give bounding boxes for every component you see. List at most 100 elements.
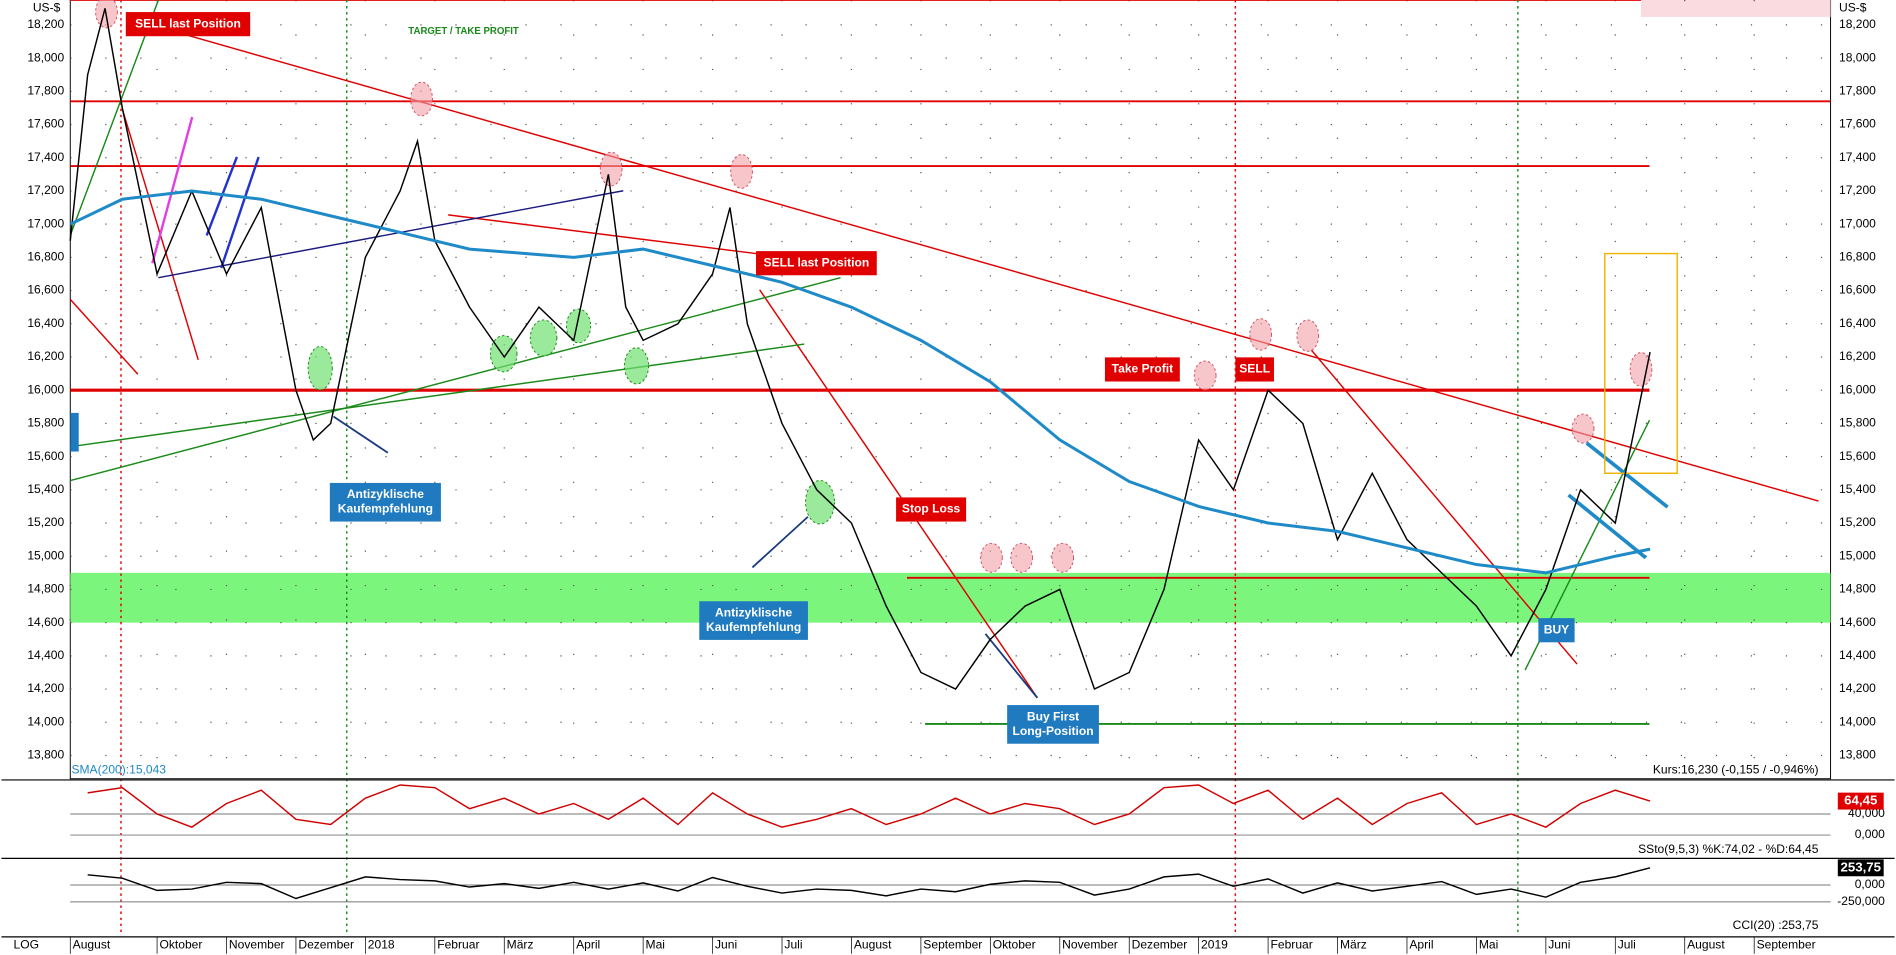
x-tick-label: März: [1340, 938, 1367, 952]
high-marker: [1010, 542, 1033, 573]
trend-line: [448, 214, 757, 255]
y-tick-label: 18,000: [27, 50, 64, 64]
y-tick-label: 15,600: [1839, 449, 1876, 463]
x-tick-label: November: [1062, 938, 1118, 952]
annotation: Buy First: [1027, 709, 1079, 723]
x-tick-label: April: [576, 938, 600, 952]
trend-line: [70, 276, 841, 482]
high-marker: [599, 151, 623, 187]
annotation-box: [1007, 705, 1099, 744]
high-marker: [980, 542, 1003, 573]
y-tick-label: 15,200: [1839, 515, 1876, 529]
panel: 0,000 40,000: [70, 806, 1885, 841]
high-marker: [730, 154, 753, 189]
y-tick-label: 17,400: [1839, 150, 1876, 164]
y-tick-label: 14,000: [1839, 714, 1876, 728]
y-tick-label: 16,400: [1839, 316, 1876, 330]
x-tick-label: August: [854, 938, 892, 952]
y-tick-label: 16,000: [1839, 382, 1876, 396]
y-tick-label: 17,200: [27, 183, 64, 197]
y-tick-label: 16,600: [27, 283, 64, 297]
trend-line: [69, 0, 160, 236]
x-tick-label: 2019: [1201, 938, 1228, 952]
value-badge-text: 253,75: [1840, 859, 1881, 874]
panel: 13,800 13,800 14,000 14,000 14,200 14,200 14,4…: [27, 0, 1876, 779]
unit-label: US-$: [1839, 1, 1867, 15]
x-tick-label: Dezember: [1132, 938, 1188, 952]
y-tick-label: 14,400: [27, 648, 64, 662]
value-badge-text: 64,45: [1844, 793, 1878, 808]
trend-line: [69, 298, 139, 375]
low-marker: [307, 346, 333, 391]
y-tick-label: 15,800: [27, 416, 64, 430]
y-tick-label: 18,200: [27, 17, 64, 31]
y-tick-label: 14,600: [1839, 615, 1876, 629]
y-tick-label: 15,800: [1839, 416, 1876, 430]
value-badge: [1837, 792, 1884, 810]
x-tick-label: August: [73, 938, 111, 952]
annotation-box: [1235, 357, 1274, 382]
annotation: TARGET / TAKE PROFIT: [408, 26, 519, 37]
price-legend: Kurs:16,230 (-0,155 / -0,946%): [1653, 762, 1819, 776]
x-tick-label: Oktober: [159, 938, 202, 952]
sma-legend: SMA(200):15,043: [71, 762, 166, 776]
y-tick-label: 15,400: [1839, 482, 1876, 496]
low-marker: [805, 480, 835, 525]
scale-label: LOG: [14, 938, 39, 952]
annotation-box: [756, 251, 877, 276]
annotation: BUY: [1544, 622, 1569, 636]
low-marker: [623, 347, 650, 385]
annotation: Stop Loss: [902, 502, 961, 516]
x-tick-label: August: [1687, 938, 1725, 952]
annotation-box: [125, 12, 251, 37]
y-tick-label: 14,800: [27, 582, 64, 596]
price-line: [87, 867, 1651, 900]
x-tick-label: September: [923, 938, 982, 952]
y-tick-label: 18,000: [1839, 50, 1876, 64]
zone: [1641, 0, 1831, 17]
highlight-box: [1604, 252, 1678, 474]
value-badge: [1837, 859, 1884, 877]
annotation: Take Profit: [1112, 362, 1173, 376]
x-tick-label: Mai: [646, 938, 665, 952]
y-tick-label: 17,000: [27, 216, 64, 230]
y-tick-label: 16,800: [27, 250, 64, 264]
cci-legend: CCI(20) :253,75: [1733, 918, 1819, 932]
high-marker: [1571, 413, 1595, 444]
x-tick-label: Juni: [1548, 938, 1570, 952]
annotation-box: [699, 601, 808, 640]
high-marker: [1249, 318, 1273, 351]
annotation: SELL last Position: [764, 255, 870, 269]
y-tick-label: 0,000: [1855, 827, 1885, 841]
trend-line: [1585, 441, 1669, 509]
ssto-legend: SSto(9,5,3) %K:74,02 - %D:64,45: [1638, 842, 1819, 856]
x-tick-label: Oktober: [993, 938, 1036, 952]
y-tick-label: 13,800: [27, 748, 64, 762]
y-tick-label: 14,400: [1839, 648, 1876, 662]
annotation-box: [1538, 618, 1575, 643]
price-line: [87, 784, 1651, 828]
support-zone: [70, 572, 1831, 623]
annotation-box: [896, 497, 967, 522]
trend-line: [158, 190, 624, 279]
y-tick-label: 14,600: [27, 615, 64, 629]
trend-line: [220, 156, 260, 269]
y-tick-label: 16,200: [27, 349, 64, 363]
trend-line: [759, 289, 1038, 699]
annotation: Kaufempfehlung: [338, 502, 433, 516]
x-tick-label: Februar: [437, 938, 479, 952]
y-tick-label: 17,000: [1839, 216, 1876, 230]
x-tick-label: 2018: [368, 938, 395, 952]
trend-line: [70, 343, 805, 448]
trend-line: [182, 33, 1819, 502]
y-tick-label: 18,200: [1839, 17, 1876, 31]
annotation-box: [1104, 357, 1180, 382]
x-tick-label: September: [1757, 938, 1816, 952]
y-tick-label: 14,200: [1839, 681, 1876, 695]
low-marker: [489, 335, 518, 373]
trend-line: [1567, 493, 1647, 560]
annotation: Kaufempfehlung: [706, 620, 801, 634]
annotation: Antizyklische: [715, 606, 792, 620]
arrow: [984, 633, 1039, 699]
